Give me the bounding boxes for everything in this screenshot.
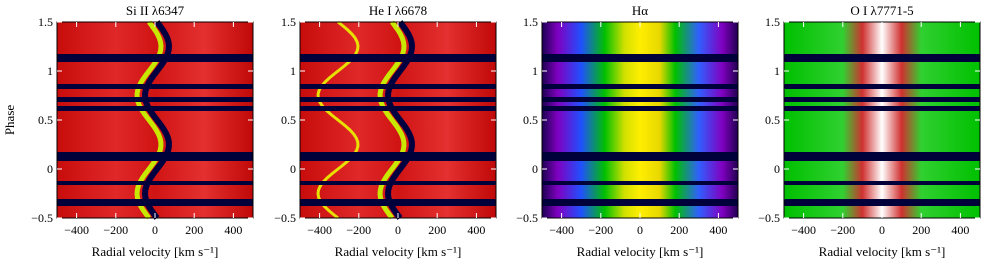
y-tick-label: 1 [47, 64, 53, 78]
gap-band [57, 54, 253, 62]
panel-title: Si II λ6347 [126, 3, 185, 18]
x-tick-label: 0 [879, 223, 885, 237]
panel-title: Hα [632, 3, 648, 18]
gap-band [542, 84, 738, 89]
x-tick-label: −200 [588, 223, 613, 237]
gap-band [542, 54, 738, 62]
gap-band [784, 97, 980, 102]
x-tick-label: −400 [307, 223, 332, 237]
y-tick-label: 1 [532, 64, 538, 78]
x-tick-label: −400 [64, 223, 89, 237]
y-tick-label: −0.5 [31, 211, 53, 225]
y-tick-label: 1.5 [765, 15, 780, 29]
y-tick-label: −0.5 [516, 211, 538, 225]
x-tick-label: 200 [428, 223, 446, 237]
heatmap-image [542, 22, 738, 218]
y-tick-label: −0.5 [758, 211, 780, 225]
gap-band [542, 106, 738, 111]
y-tick-label: 1.5 [38, 15, 53, 29]
panel: Si II λ6347 −400 −200 0 200 400 −0.5 0 0.5 1 1.5 Ra… [2, 3, 254, 259]
x-tick-label: −400 [549, 223, 574, 237]
x-tick-label: 400 [224, 223, 242, 237]
x-axis-label: Radial velocity [km s⁻¹] [819, 244, 946, 259]
gap-band [57, 97, 253, 102]
x-tick-label: 0 [395, 223, 401, 237]
gap-band [542, 97, 738, 102]
y-tick-label: 1.5 [523, 15, 538, 29]
y-tick-label: 0 [290, 162, 296, 176]
gap-band [784, 54, 980, 62]
x-axis-label: Radial velocity [km s⁻¹] [92, 244, 219, 259]
gap-band [784, 181, 980, 185]
y-tick-label: 1 [290, 64, 296, 78]
gap-band [300, 54, 496, 62]
y-tick-label: 0.5 [765, 113, 780, 127]
gap-band [784, 84, 980, 89]
panel: O I λ7771-5 −400 −200 0 200 400 −0.5 0 0.5 1 1.5 Ra… [758, 3, 981, 259]
y-tick-label: 0 [774, 162, 780, 176]
x-tick-label: 200 [670, 223, 688, 237]
panel-title: He I λ6678 [369, 3, 427, 18]
x-tick-label: 0 [152, 223, 158, 237]
y-tick-label: 0 [532, 162, 538, 176]
gap-band [784, 106, 980, 111]
gap-band [542, 181, 738, 185]
x-tick-label: 400 [467, 223, 485, 237]
heatmap-image [784, 22, 980, 218]
gap-band [300, 152, 496, 161]
x-axis-label: Radial velocity [km s⁻¹] [335, 244, 462, 259]
panel-title: O I λ7771-5 [850, 3, 913, 18]
gap-band [57, 106, 253, 111]
panels: Si II λ6347 −400 −200 0 200 400 −0.5 0 0.5 1 1.5 Ra… [2, 3, 981, 259]
gap-band [542, 152, 738, 161]
y-tick-label: 0.5 [523, 113, 538, 127]
y-tick-label: 1.5 [281, 15, 296, 29]
gap-band [300, 106, 496, 111]
panel: Hα −400 −200 0 200 400 −0.5 0 0.5 1 1.5 Radial velo… [516, 3, 739, 259]
x-tick-label: 0 [637, 223, 643, 237]
y-tick-label: 0.5 [281, 113, 296, 127]
gap-band [57, 199, 253, 206]
y-tick-label: 1 [774, 64, 780, 78]
panel: He I λ6678 −400 −200 0 200 400 −0.5 0 0.5 1 1.5 Rad… [274, 3, 497, 259]
y-tick-label: 0 [47, 162, 53, 176]
x-tick-label: −200 [103, 223, 128, 237]
y-tick-label: −0.5 [274, 211, 296, 225]
x-tick-label: 400 [709, 223, 727, 237]
x-axis-label: Radial velocity [km s⁻¹] [577, 244, 704, 259]
gap-band [300, 199, 496, 206]
x-tick-label: 200 [185, 223, 203, 237]
x-tick-label: −200 [346, 223, 371, 237]
x-tick-label: −200 [830, 223, 855, 237]
y-axis-label: Phase [2, 105, 17, 136]
gap-band [300, 181, 496, 185]
gap-band [300, 84, 496, 89]
gap-band [784, 199, 980, 206]
y-tick-label: 0.5 [38, 113, 53, 127]
gap-band [300, 97, 496, 102]
gap-band [542, 199, 738, 206]
x-tick-label: −400 [791, 223, 816, 237]
x-tick-label: 400 [951, 223, 969, 237]
gap-band [57, 181, 253, 185]
gap-band [57, 152, 253, 161]
gap-band [57, 84, 253, 89]
x-tick-label: 200 [912, 223, 930, 237]
gap-band [784, 152, 980, 161]
